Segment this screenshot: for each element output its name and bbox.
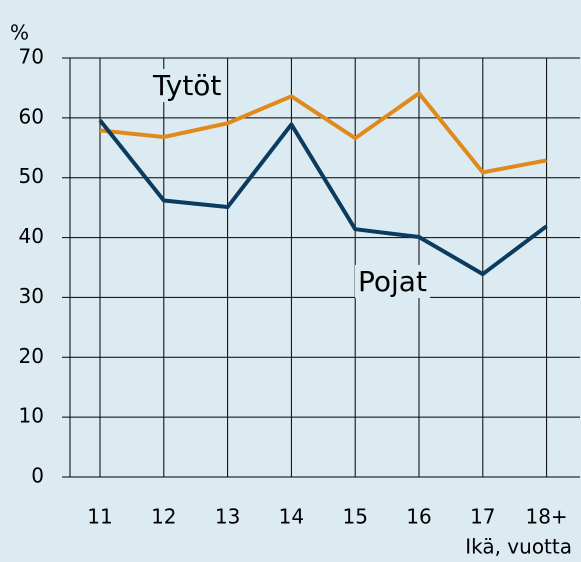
series-label-bg [355, 265, 430, 298]
y-tick-label: 70 [19, 45, 44, 69]
x-tick-label: 12 [151, 505, 176, 529]
x-tick-label: 18+ [525, 505, 567, 529]
series-label: Pojat [358, 265, 427, 298]
x-tick-label: 17 [470, 505, 495, 529]
y-tick-label: 60 [19, 104, 44, 128]
x-tick-label: 14 [279, 505, 304, 529]
y-tick-label: 30 [19, 284, 44, 308]
series-line [99, 91, 547, 175]
y-unit: % [10, 21, 29, 45]
x-tick-label: 11 [87, 505, 112, 529]
series-label-bg [149, 69, 225, 102]
y-tick-label: 40 [19, 224, 44, 248]
x-tick-label: 15 [342, 505, 367, 529]
series-line [98, 119, 548, 277]
y-tick-label: 20 [19, 344, 44, 368]
series-label: Tytöt [152, 69, 221, 102]
y-tick-label: 10 [19, 404, 44, 428]
x-axis-label: Ikä, vuotta [465, 535, 572, 559]
x-tick-label: 13 [215, 505, 240, 529]
y-tick-label: 50 [19, 164, 44, 188]
x-tick-label: 16 [406, 505, 431, 529]
y-tick-label: 0 [31, 464, 44, 488]
